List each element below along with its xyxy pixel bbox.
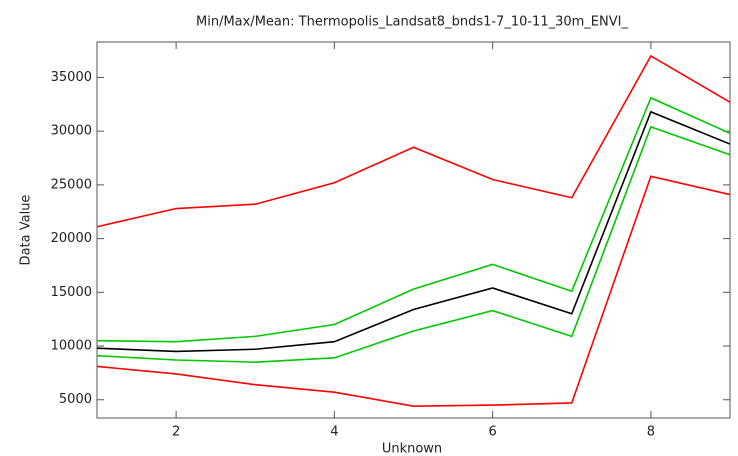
plot-frame xyxy=(96,41,731,419)
y-tick-label: 35000 xyxy=(51,70,92,85)
chart-title: Min/Max/Mean: Thermopolis_Landsat8_bnds1… xyxy=(196,15,628,30)
y-tick-label: 20000 xyxy=(51,231,92,246)
y-tick-label: 10000 xyxy=(51,339,92,354)
x-tick-label: 6 xyxy=(488,425,496,440)
series-line xyxy=(96,125,731,363)
x-tick-label: 2 xyxy=(172,425,180,440)
y-tick-label: 5000 xyxy=(59,392,92,407)
series-line xyxy=(96,175,731,407)
x-tick-label: 8 xyxy=(647,425,655,440)
series-line xyxy=(96,110,731,353)
series-line xyxy=(96,96,731,343)
y-tick-label: 30000 xyxy=(51,124,92,139)
y-axis-label: Data Value xyxy=(19,195,34,266)
y-tick-label: 25000 xyxy=(51,177,92,192)
y-tick-label: 15000 xyxy=(51,285,92,300)
series-line xyxy=(96,54,731,228)
x-axis-label: Unknown xyxy=(382,442,442,456)
x-tick-label: 4 xyxy=(330,425,338,440)
